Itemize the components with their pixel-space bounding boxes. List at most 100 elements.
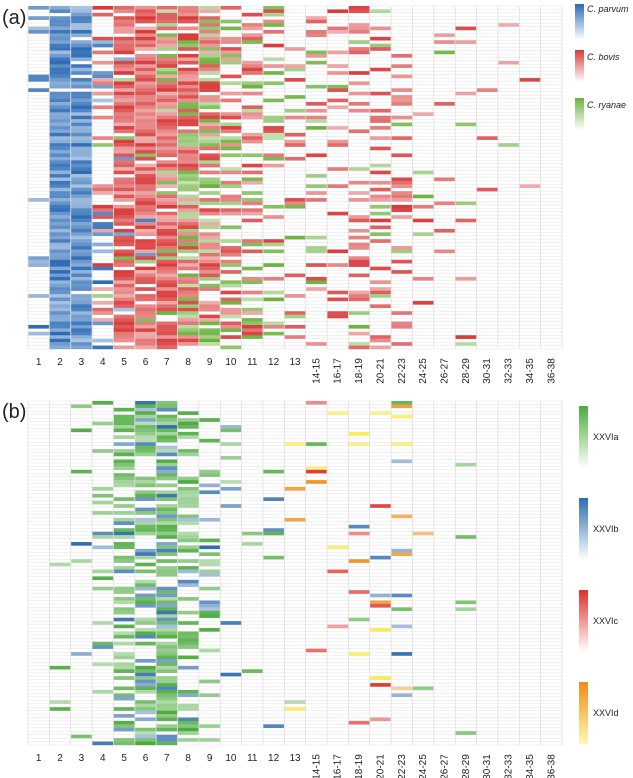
heatmap-cell [220,91,242,96]
heatmap-cell [135,524,156,529]
heatmap-cell [177,105,199,110]
heatmap-cell [177,276,199,281]
heatmap-cell [242,239,263,243]
heatmap-cell [199,331,220,336]
heatmap-cell [28,26,49,31]
heatmap-cell [348,198,370,202]
heatmap-cell [135,146,156,151]
heatmap-cell [199,273,220,278]
heatmap-cell [92,345,114,350]
x-tick-label: 36-38 [546,754,557,778]
legend-swatch-xxvid [579,682,588,744]
heatmap-cell [113,71,135,75]
heatmap-cell [71,328,92,333]
heatmap-cell [92,6,114,10]
heatmap-cell [135,634,156,639]
heatmap-cell [135,78,156,82]
heatmap-cell [113,180,135,185]
heatmap-cell [71,208,92,212]
heatmap-cell [71,194,92,199]
heatmap-cell [49,311,71,315]
heatmap-cell [242,191,263,195]
heatmap-cell [113,631,135,636]
heatmap-cell [156,493,178,498]
heatmap-cell [412,232,434,237]
legend-label-c-parvum: C. parvum [587,4,629,14]
heatmap-cell [113,215,135,219]
heatmap-cell [199,95,220,99]
heatmap-cell [71,235,92,240]
heatmap-cell [156,283,178,288]
heatmap-cell [156,276,178,281]
heatmap-cell [113,256,135,261]
heatmap-cell [434,102,455,106]
heatmap-cell [199,259,220,264]
heatmap-cell [156,23,178,27]
heatmap-cell [156,428,178,433]
heatmap-cell [199,610,220,615]
heatmap-cell [71,239,92,243]
heatmap-cell [177,328,199,333]
x-tick-label: 6 [143,753,149,764]
heatmap-cell [242,71,263,75]
heatmap-cell [28,259,49,264]
heatmap-cell [113,143,135,147]
heatmap-cell [156,235,178,240]
heatmap-cell [71,311,92,315]
heatmap-cell [199,81,220,86]
heatmap-cell [92,40,114,44]
heatmap-cell [177,297,199,302]
heatmap-cell [135,143,156,147]
heatmap-cell [370,335,391,339]
heatmap-cell [113,428,135,433]
x-tick-label: 26-27 [440,754,451,778]
heatmap-cell [71,30,92,34]
heatmap-cell [156,717,178,722]
heatmap-cell [156,321,178,326]
heatmap-cell [135,177,156,182]
heatmap-cell [49,122,71,127]
heatmap-cell [113,153,135,158]
heatmap-cell [498,143,519,147]
heatmap-cell [135,108,156,113]
heatmap-cell [113,232,135,237]
heatmap-cell [135,404,156,409]
heatmap-cell [156,524,178,529]
heatmap-cell [92,266,114,271]
heatmap-cell [71,67,92,72]
heatmap-cell [284,314,306,319]
heatmap-cell [113,43,135,48]
heatmap-cell [135,19,156,24]
heatmap-cell [92,263,114,267]
legend-swatch-c-ryanae [575,98,584,130]
heatmap-cell [370,163,391,168]
heatmap-cell [71,12,92,17]
heatmap-cell [113,641,135,646]
heatmap-cell [49,283,71,288]
heatmap-cell [199,88,220,92]
heatmap-cell [49,126,71,130]
heatmap-cell [135,95,156,99]
heatmap-cell [519,78,541,82]
heatmap-cell [113,425,135,429]
heatmap-cell [156,459,178,464]
heatmap-cell [49,33,71,38]
heatmap-cell [263,57,284,62]
heatmap-cell [220,335,242,339]
legend-label-c-bovis: C. bovis [587,52,620,62]
heatmap-cell [199,129,220,134]
heatmap-cell [177,421,199,426]
heatmap-cell [156,177,178,182]
heatmap-cell [135,57,156,62]
heatmap-cell [306,401,327,405]
heatmap-cell [177,342,199,346]
heatmap-cell [327,84,348,89]
heatmap-cell [156,60,178,65]
heatmap-cell [412,300,434,305]
heatmap-cell [348,242,370,247]
heatmap-cell [177,6,199,10]
heatmap-cell [113,569,135,574]
heatmap-cell [71,273,92,278]
heatmap-cell [49,84,71,89]
